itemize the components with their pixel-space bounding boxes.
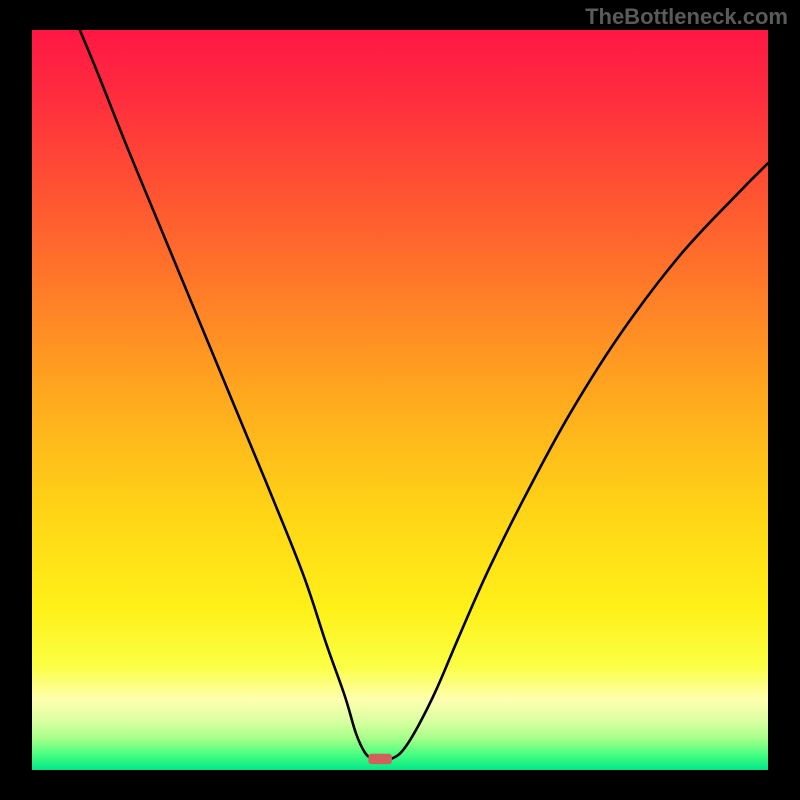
optimal-marker [368, 754, 392, 764]
bottleneck-curve-chart [32, 30, 768, 770]
watermark-text: TheBottleneck.com [585, 4, 788, 30]
gradient-background [32, 30, 768, 770]
plot-area [32, 30, 768, 770]
chart-container: TheBottleneck.com [0, 0, 800, 800]
